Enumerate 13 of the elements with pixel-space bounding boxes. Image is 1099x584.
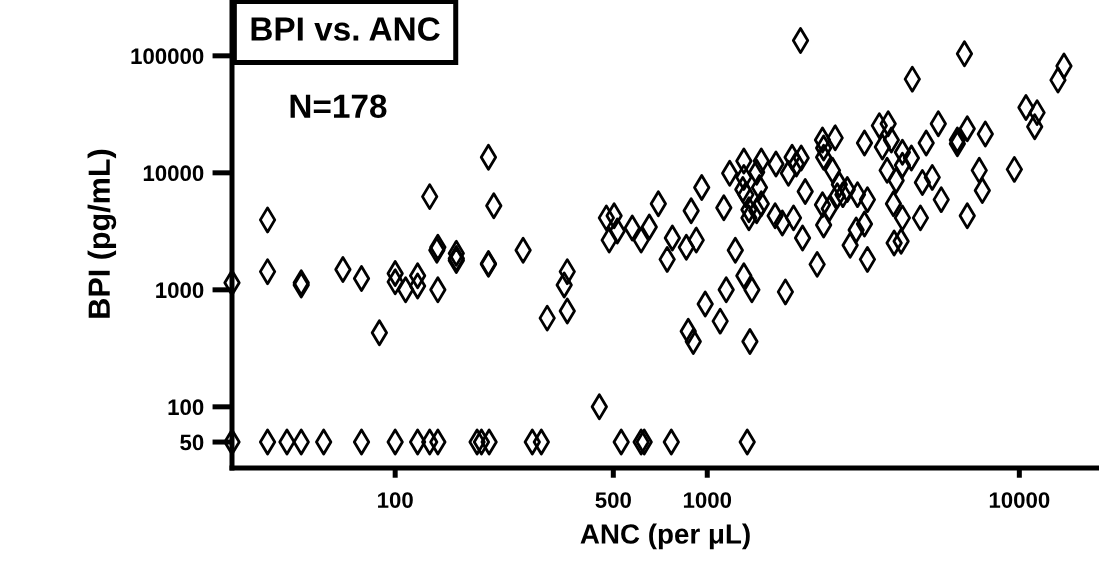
y-tick-label: 50 <box>180 434 204 451</box>
x-axis-title: ANC (per μL) <box>580 523 750 550</box>
chart-title: BPI vs. ANC <box>251 17 440 41</box>
x-tick-label: 1000 <box>683 492 732 508</box>
x-tick-label: 100 <box>378 492 413 508</box>
y-tick-label: 1000 <box>156 282 204 299</box>
x-tick-label: 500 <box>595 492 631 508</box>
y-axis-title: BPI (pg/mL) <box>87 149 117 318</box>
x-tick-label: 10000 <box>989 492 1050 508</box>
y-tick-label: 100000 <box>131 48 204 65</box>
y-tick-label: 10000 <box>143 165 204 182</box>
y-tick-label: 100 <box>168 399 204 416</box>
annotation: N=178 <box>290 94 387 119</box>
